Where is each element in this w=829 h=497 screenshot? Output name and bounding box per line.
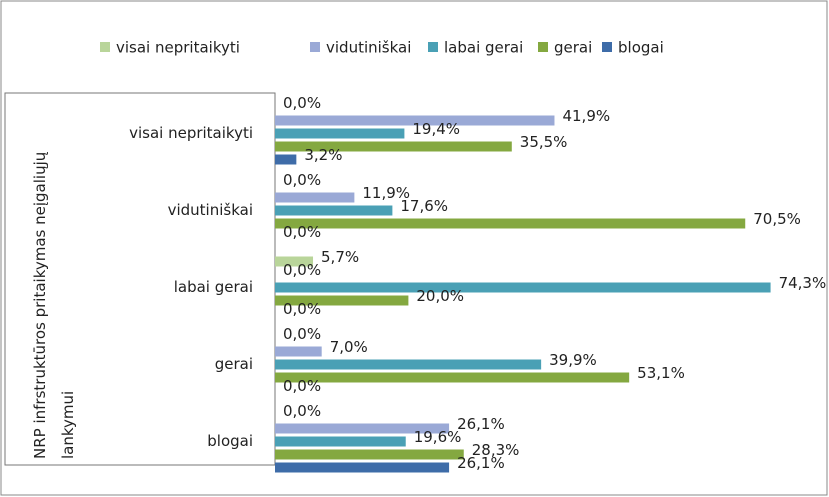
y-tick-label: gerai — [215, 355, 253, 373]
legend-label: visai nepritaikyti — [116, 39, 240, 57]
bar — [275, 436, 406, 447]
y-axis-title: NRP infrstruktūros pritaikymas neįgaliųj… — [31, 151, 77, 459]
bar — [275, 256, 314, 267]
value-label: 70,5% — [753, 210, 801, 228]
value-label: 53,1% — [637, 364, 685, 382]
value-label: 35,5% — [520, 133, 568, 151]
legend-swatch — [602, 42, 612, 52]
legend-swatch — [428, 42, 438, 52]
bar — [275, 346, 322, 357]
value-label: 0,0% — [283, 223, 321, 241]
y-tick-label: visai nepritaikyti — [129, 124, 253, 142]
legend-swatch — [310, 42, 320, 52]
value-label: 0,0% — [283, 94, 321, 112]
value-label: 0,0% — [283, 402, 321, 420]
value-label: 74,3% — [779, 274, 827, 292]
legend-label: labai gerai — [444, 39, 523, 57]
legend-label: vidutiniškai — [326, 39, 411, 57]
legend-swatch — [538, 42, 548, 52]
value-label: 20,0% — [416, 287, 464, 305]
value-label: 0,0% — [283, 325, 321, 343]
value-label: 26,1% — [457, 415, 505, 433]
bar — [275, 295, 409, 306]
value-label: 0,0% — [283, 377, 321, 395]
bar — [275, 128, 405, 139]
value-label: 17,6% — [400, 197, 448, 215]
bar — [275, 192, 355, 203]
bar — [275, 141, 512, 152]
value-label: 28,3% — [472, 441, 520, 459]
value-label: 39,9% — [549, 351, 597, 369]
bar — [275, 462, 450, 473]
axis-box — [4, 92, 276, 466]
value-label: 26,1% — [457, 454, 505, 472]
value-label: 0,0% — [283, 171, 321, 189]
legend-label: gerai — [554, 39, 592, 57]
value-label: 5,7% — [321, 248, 359, 266]
bar — [275, 372, 630, 383]
value-label: 11,9% — [362, 184, 410, 202]
y-tick-label: vidutiniškai — [168, 201, 253, 219]
y-tick-label: labai gerai — [174, 278, 253, 296]
value-label: 3,2% — [304, 146, 342, 164]
legend-swatch — [100, 42, 110, 52]
value-label: 0,0% — [283, 261, 321, 279]
bar — [275, 449, 464, 460]
value-label: 19,4% — [412, 120, 460, 138]
bar — [275, 218, 746, 229]
bar — [275, 205, 393, 216]
value-label: 19,6% — [414, 428, 462, 446]
y-tick-label: blogai — [207, 432, 253, 450]
legend-label: blogai — [618, 39, 664, 57]
bar — [275, 423, 450, 434]
bar — [275, 359, 542, 370]
value-label: 41,9% — [562, 107, 610, 125]
bar — [275, 154, 297, 165]
value-label: 0,0% — [283, 300, 321, 318]
bar — [275, 115, 555, 126]
bar — [275, 282, 771, 293]
value-label: 7,0% — [330, 338, 368, 356]
